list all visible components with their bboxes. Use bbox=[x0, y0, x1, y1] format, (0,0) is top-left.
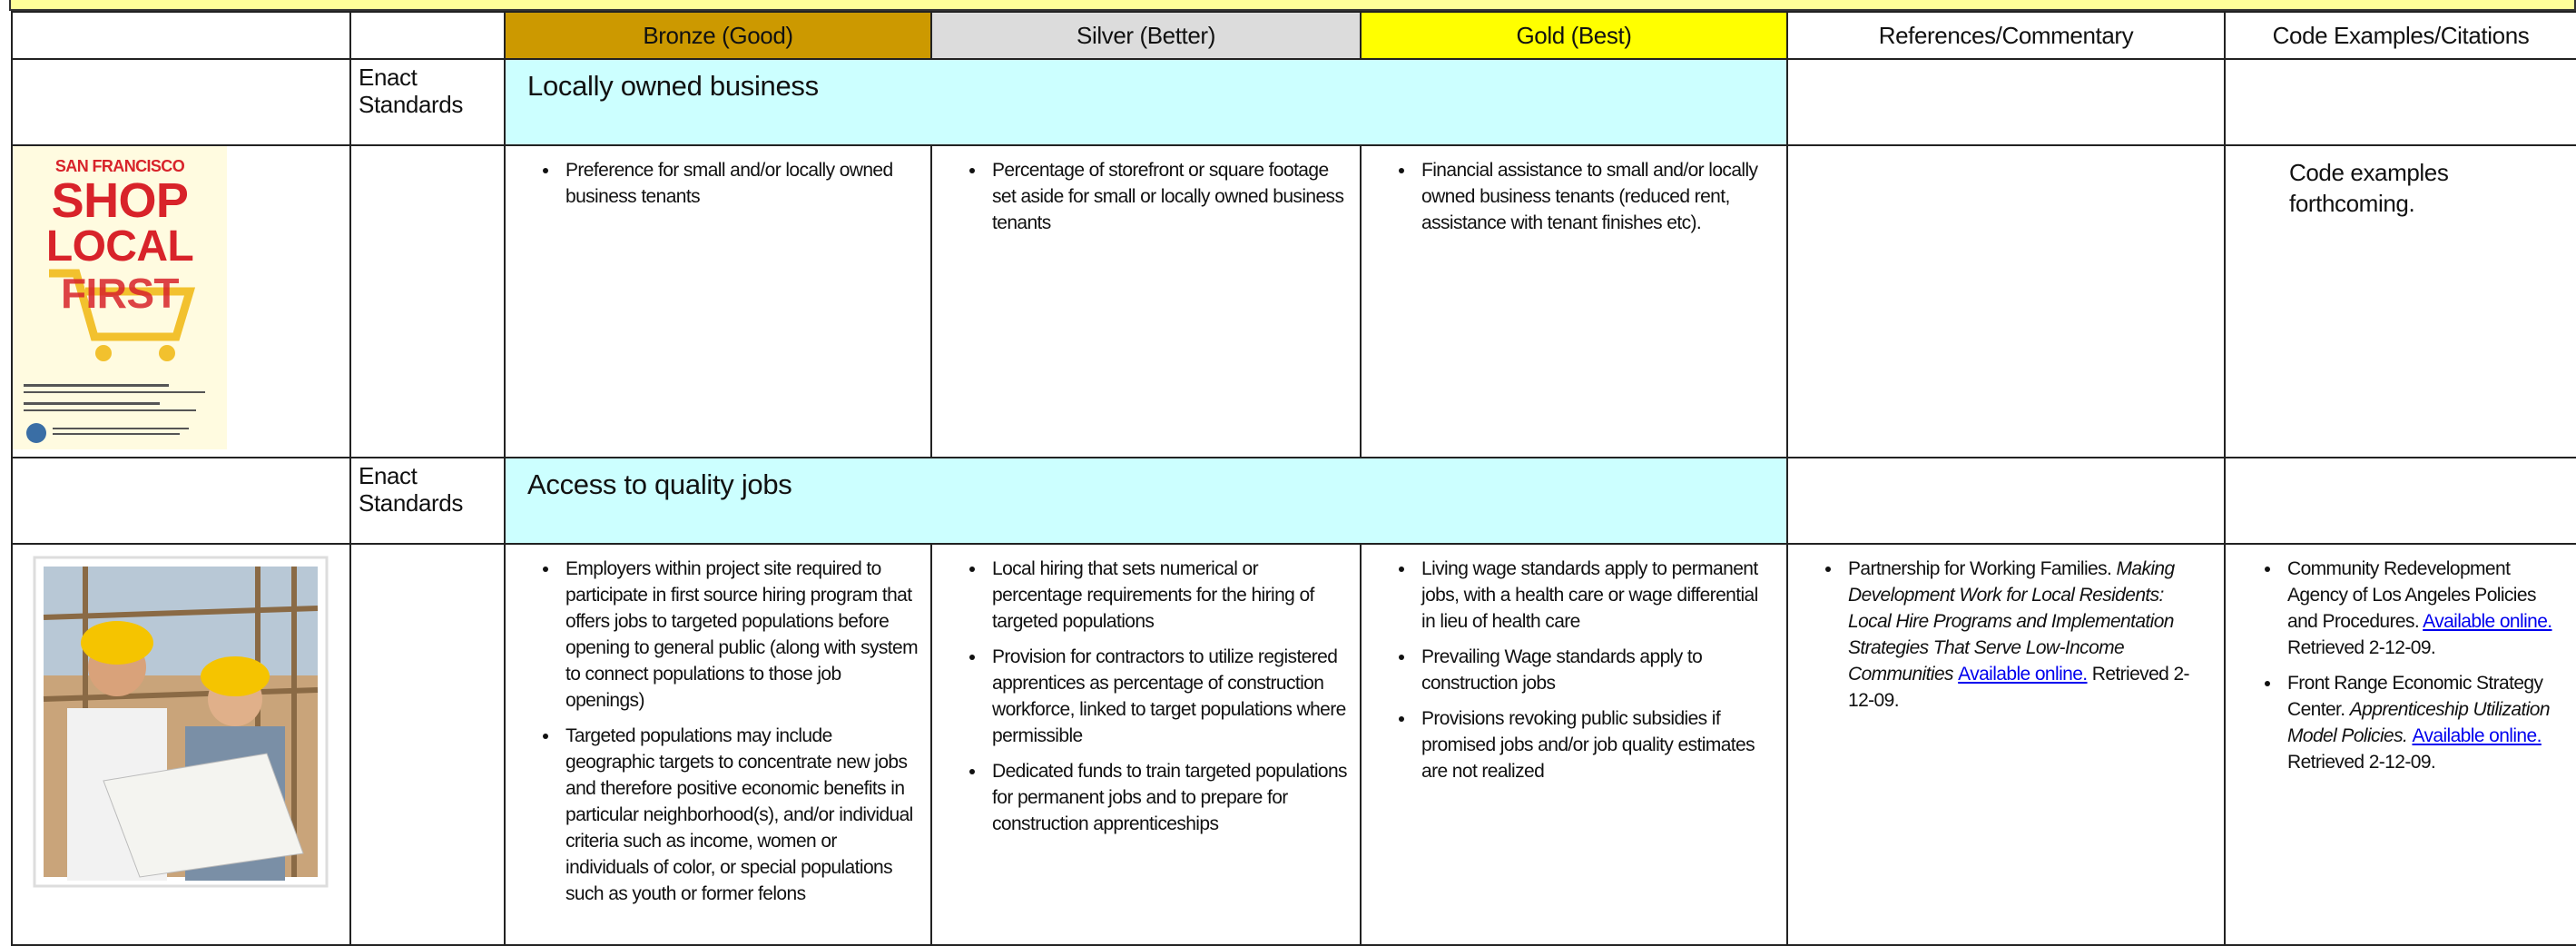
workers-photo bbox=[33, 556, 329, 888]
content-row: SAN FRANCISCO SHOP LOCAL FIRST Preferenc… bbox=[11, 144, 2576, 458]
enact-label: Enact Standards bbox=[349, 457, 506, 545]
bullet-list: Financial assistance to small and/or loc… bbox=[1362, 157, 1774, 236]
cart bbox=[49, 269, 196, 341]
page-body: Bronze (Good) Silver (Better) Gold (Best… bbox=[0, 0, 2576, 884]
references-cell bbox=[1786, 144, 2226, 458]
bullet: Dedicated funds to train targeted popula… bbox=[987, 758, 1348, 837]
citation-title: Apprenticeship Utilization Model Policie… bbox=[2287, 699, 2551, 746]
gold-cell: Living wage standards apply to permanent… bbox=[1360, 543, 1788, 946]
gold-cell: Financial assistance to small and/or loc… bbox=[1360, 144, 1788, 458]
bullet: Local hiring that sets numerical or perc… bbox=[987, 556, 1347, 635]
bullet: Provisions revoking public subsidies if … bbox=[1416, 705, 1774, 784]
bullet: Prevailing Wage standards apply to const… bbox=[1416, 644, 1774, 696]
section-title: Access to quality jobs bbox=[504, 457, 1788, 545]
fine-print bbox=[53, 428, 189, 429]
standards-table: Bronze (Good) Silver (Better) Gold (Best… bbox=[11, 11, 2576, 946]
fine-print bbox=[24, 384, 205, 411]
section-row: Enact Standards Locally owned business bbox=[11, 58, 2576, 146]
cell bbox=[349, 144, 506, 458]
citation-text: Partnership for Working Families. bbox=[1848, 558, 2117, 579]
cell bbox=[1786, 457, 2226, 545]
blueprint bbox=[103, 753, 304, 878]
section-row: Enact Standards Access to quality jobs bbox=[11, 457, 2576, 545]
bullet: Provision for contractors to utilize reg… bbox=[987, 644, 1347, 749]
cell bbox=[11, 457, 351, 545]
citation: Community Redevelopment Agency of Los An… bbox=[2282, 556, 2563, 661]
cell bbox=[11, 58, 351, 146]
bullet-list: Percentage of storefront or square foota… bbox=[932, 157, 1347, 236]
cell bbox=[349, 543, 506, 946]
cart-wheel bbox=[159, 345, 175, 361]
bullet-list: Living wage standards apply to permanent… bbox=[1362, 556, 1774, 784]
page: Standards table {"header":{"columns":["B… bbox=[0, 0, 2576, 884]
references-cell: Partnership for Working Families. Making… bbox=[1786, 543, 2226, 946]
header-cell: Code Examples/Citations bbox=[2224, 11, 2576, 60]
poster-text: FIRST bbox=[61, 270, 179, 317]
bullet: Targeted populations may include geograp… bbox=[560, 723, 918, 907]
sky bbox=[44, 567, 318, 675]
bullet-list: Employers within project site required t… bbox=[506, 556, 919, 907]
poster-text: LOCAL bbox=[46, 222, 193, 271]
hard-hat bbox=[201, 656, 270, 696]
cell bbox=[2224, 58, 2576, 146]
header-cell: References/Commentary bbox=[1786, 11, 2226, 60]
bronze-cell: Employers within project site required t… bbox=[504, 543, 932, 946]
code-cell: Code examples forthcoming. bbox=[2224, 144, 2576, 458]
top-band bbox=[9, 0, 2576, 11]
logo bbox=[26, 423, 46, 443]
bullet-list: Preference for small and/or locally owne… bbox=[506, 157, 918, 210]
bullet-list: Local hiring that sets numerical or perc… bbox=[932, 556, 1348, 837]
poster-text: SAN FRANCISCO bbox=[55, 157, 185, 175]
citation-title: Making Development Work for Local Reside… bbox=[1848, 558, 2175, 685]
image-cell bbox=[11, 543, 351, 946]
header-cell: Gold (Best) bbox=[1360, 11, 1788, 60]
silver-cell: Percentage of storefront or square foota… bbox=[930, 144, 1362, 458]
bronze-cell: Preference for small and/or locally owne… bbox=[504, 144, 932, 458]
enact-label: Enact Standards bbox=[349, 58, 506, 146]
header-cell bbox=[11, 11, 351, 60]
bullet: Percentage of storefront or square foota… bbox=[987, 157, 1347, 236]
citation: Partnership for Working Families. Making… bbox=[1843, 556, 2211, 714]
citation-text: Retrieved 2-12-09. bbox=[1848, 664, 2190, 711]
bullet: Living wage standards apply to permanent… bbox=[1416, 556, 1774, 635]
image-cell: SAN FRANCISCO SHOP LOCAL FIRST bbox=[11, 144, 351, 458]
silver-cell: Local hiring that sets numerical or perc… bbox=[930, 543, 1362, 946]
fine-print bbox=[53, 433, 180, 435]
citation-text: Retrieved 2-12-09. bbox=[2287, 752, 2436, 773]
cell bbox=[1786, 58, 2226, 146]
bullet-list: Partnership for Working Families. Making… bbox=[1788, 556, 2211, 714]
header-cell bbox=[349, 11, 506, 60]
hard-hat bbox=[81, 621, 153, 665]
citation-text: Community Redevelopment Agency of Los An… bbox=[2287, 558, 2536, 632]
bullet: Preference for small and/or locally owne… bbox=[560, 157, 918, 210]
poster: SAN FRANCISCO SHOP LOCAL FIRST bbox=[13, 146, 227, 449]
code-note: Code examples forthcoming. bbox=[2289, 159, 2449, 217]
code-cell: Community Redevelopment Agency of Los An… bbox=[2224, 543, 2576, 946]
bullet: Employers within project site required t… bbox=[560, 556, 919, 714]
cart-wheel bbox=[95, 345, 112, 361]
header-cell: Bronze (Good) bbox=[504, 11, 932, 60]
content-row: Employers within project site required t… bbox=[11, 543, 2576, 946]
bullet: Financial assistance to small and/or loc… bbox=[1416, 157, 1774, 236]
header-cell: Silver (Better) bbox=[930, 11, 1362, 60]
citation-text: Front Range Economic Strategy Center. bbox=[2287, 673, 2543, 720]
link[interactable]: Available online. bbox=[1958, 664, 2088, 685]
link[interactable]: Available online. bbox=[2423, 611, 2552, 632]
bullet-list: Community Redevelopment Agency of Los An… bbox=[2226, 556, 2563, 775]
citation-text: Retrieved 2-12-09. bbox=[2287, 637, 2436, 658]
citation: Front Range Economic Strategy Center. Ap… bbox=[2282, 670, 2563, 775]
cell bbox=[2224, 457, 2576, 545]
header-row: Bronze (Good) Silver (Better) Gold (Best… bbox=[11, 11, 2576, 60]
poster-text: SHOP bbox=[52, 173, 189, 228]
link[interactable]: Available online. bbox=[2412, 725, 2542, 746]
section-title: Locally owned business bbox=[504, 58, 1788, 146]
